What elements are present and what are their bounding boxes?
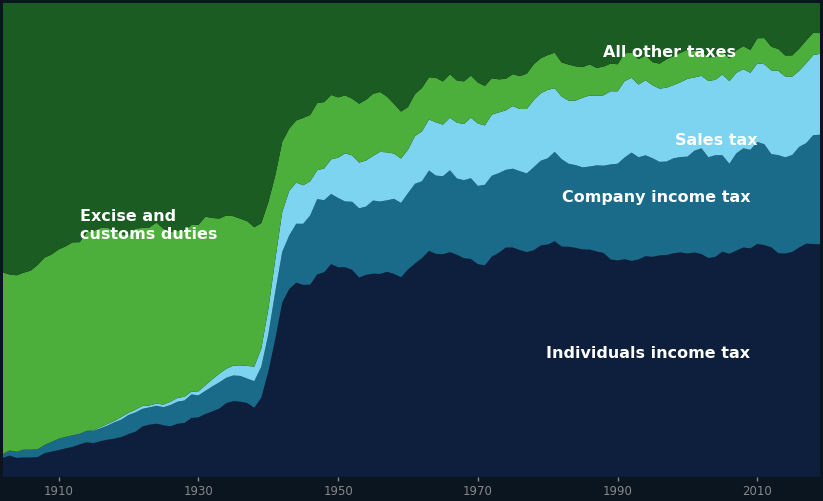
Text: Company income tax: Company income tax <box>562 190 751 205</box>
Text: Excise and
customs duties: Excise and customs duties <box>80 209 217 242</box>
Text: Individuals income tax: Individuals income tax <box>546 346 751 361</box>
Text: All other taxes: All other taxes <box>603 46 737 61</box>
Text: Sales tax: Sales tax <box>675 133 757 148</box>
